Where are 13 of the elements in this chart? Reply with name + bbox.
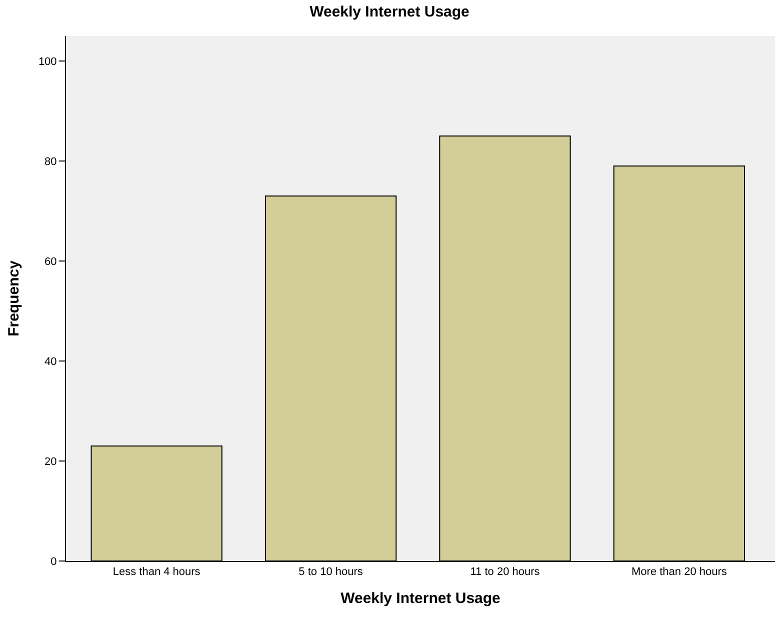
- x-tick-label: 11 to 20 hours: [470, 566, 540, 578]
- y-tick-label: 40: [44, 356, 57, 368]
- y-tick-label: 100: [38, 56, 57, 68]
- x-axis-title: Weekly Internet Usage: [340, 590, 500, 608]
- y-axis-title: Frequency: [6, 260, 23, 336]
- y-tick-label: 20: [44, 456, 57, 468]
- y-tick-label: 60: [44, 256, 57, 268]
- x-tick-label: More than 20 hours: [631, 566, 728, 578]
- y-tick-label: 80: [44, 156, 57, 168]
- x-tick-label: Less than 4 hours: [112, 566, 201, 578]
- chart-title: Weekly Internet Usage: [310, 4, 470, 21]
- x-tick-label: 5 to 10 hours: [298, 566, 364, 578]
- y-tick-label: 0: [50, 556, 57, 568]
